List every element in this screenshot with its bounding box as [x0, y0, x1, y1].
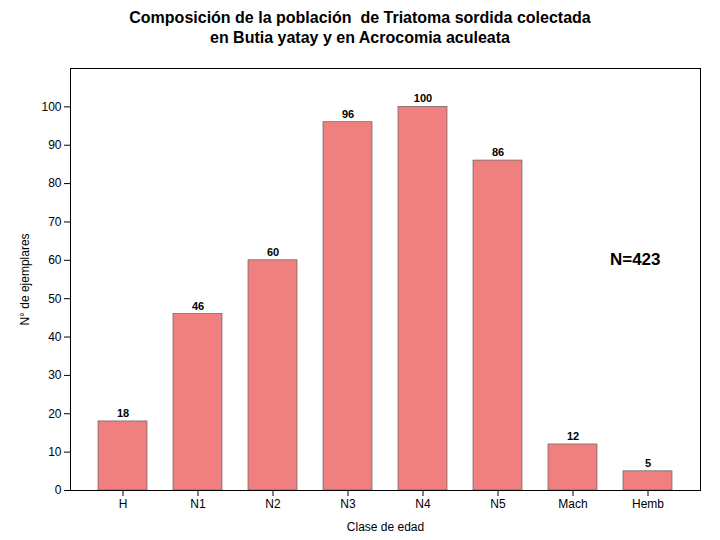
- svg-text:12: 12: [567, 430, 579, 442]
- svg-text:N° de ejemplares: N° de ejemplares: [18, 233, 32, 325]
- svg-text:H: H: [119, 497, 128, 511]
- svg-text:86: 86: [492, 146, 504, 158]
- svg-text:N2: N2: [265, 497, 281, 511]
- svg-text:N4: N4: [415, 497, 431, 511]
- svg-text:100: 100: [41, 100, 61, 114]
- svg-text:N=423: N=423: [610, 250, 661, 269]
- svg-text:90: 90: [48, 138, 62, 152]
- svg-text:30: 30: [48, 368, 62, 382]
- svg-text:N3: N3: [340, 497, 356, 511]
- svg-text:60: 60: [48, 253, 62, 267]
- svg-text:96: 96: [342, 108, 354, 120]
- svg-text:100: 100: [414, 92, 432, 104]
- svg-text:70: 70: [48, 215, 62, 229]
- svg-text:0: 0: [55, 483, 62, 497]
- svg-text:Clase de edad: Clase de edad: [347, 520, 424, 534]
- svg-text:60: 60: [267, 246, 279, 258]
- svg-text:N5: N5: [490, 497, 506, 511]
- svg-text:80: 80: [48, 176, 62, 190]
- svg-text:18: 18: [117, 407, 129, 419]
- svg-text:N1: N1: [190, 497, 206, 511]
- svg-text:Hemb: Hemb: [632, 497, 664, 511]
- html-text:Composición de la población de: Composición de la población de Triatoma …: [129, 9, 591, 46]
- svg-text:5: 5: [645, 457, 651, 469]
- svg-text:46: 46: [192, 300, 204, 312]
- svg-text:10: 10: [48, 445, 62, 459]
- svg-text:40: 40: [48, 330, 62, 344]
- svg-text:20: 20: [48, 407, 62, 421]
- svg-text:Mach: Mach: [558, 497, 587, 511]
- svg-text:50: 50: [48, 292, 62, 306]
